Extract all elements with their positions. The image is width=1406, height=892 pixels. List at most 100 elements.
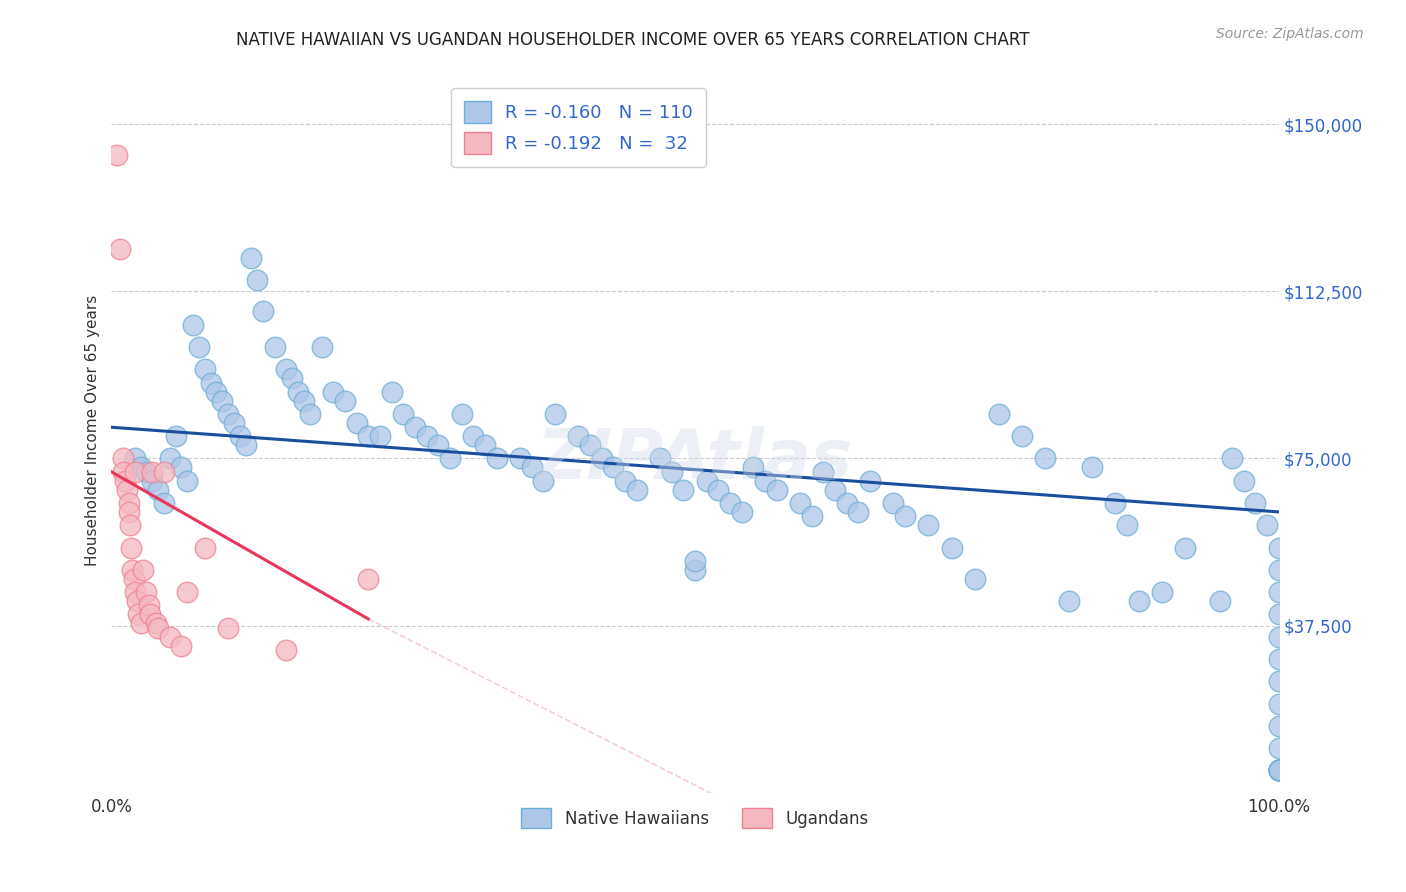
Point [696,474,718,488]
Point [1011,429,1033,443]
Point [298,407,321,421]
Point [240,251,263,265]
Y-axis label: Householder Income Over 65 years: Householder Income Over 65 years [86,295,100,566]
Point [415,429,437,443]
Point [1267,764,1289,778]
Point [194,541,217,555]
Point [614,474,637,488]
Point [1267,563,1289,577]
Point [544,407,567,421]
Point [108,242,131,256]
Point [1128,594,1150,608]
Point [742,460,765,475]
Point [122,572,145,586]
Point [217,621,239,635]
Text: Source: ZipAtlas.com: Source: ZipAtlas.com [1216,27,1364,41]
Point [1150,585,1173,599]
Point [292,393,315,408]
Point [127,594,149,608]
Point [1104,496,1126,510]
Point [181,318,204,332]
Point [357,429,380,443]
Point [567,429,589,443]
Point [1033,451,1056,466]
Point [118,505,141,519]
Point [124,451,146,466]
Point [882,496,904,510]
Point [1267,741,1289,756]
Point [718,496,741,510]
Point [531,474,554,488]
Point [1057,594,1080,608]
Point [114,474,136,488]
Point [1267,719,1289,733]
Point [263,340,285,354]
Point [427,438,450,452]
Point [661,465,683,479]
Point [813,465,835,479]
Point [153,465,176,479]
Point [1267,652,1289,666]
Point [509,451,531,466]
Point [124,465,146,479]
Point [217,407,239,421]
Point [392,407,415,421]
Point [138,599,160,613]
Point [252,304,274,318]
Point [520,460,543,475]
Point [800,509,823,524]
Point [1267,764,1289,778]
Point [1267,764,1289,778]
Point [170,639,193,653]
Point [1267,607,1289,622]
Point [1174,541,1197,555]
Point [626,483,648,497]
Point [439,451,461,466]
Point [602,460,624,475]
Point [368,429,391,443]
Point [1267,764,1289,778]
Point [859,474,882,488]
Point [141,465,163,479]
Point [1233,474,1256,488]
Point [848,505,870,519]
Point [485,451,508,466]
Point [380,384,402,399]
Point [333,393,356,408]
Point [229,429,252,443]
Point [1267,697,1289,711]
Point [120,541,142,555]
Point [672,483,695,497]
Point [474,438,496,452]
Point [222,416,245,430]
Point [235,438,257,452]
Point [1267,764,1289,778]
Point [105,148,128,162]
Point [246,273,269,287]
Point [1267,674,1289,689]
Point [287,384,309,399]
Point [115,483,138,497]
Point [165,429,187,443]
Point [200,376,222,390]
Point [987,407,1010,421]
Point [754,474,776,488]
Point [1267,630,1289,644]
Point [211,393,233,408]
Point [591,451,613,466]
Point [917,518,939,533]
Point [941,541,963,555]
Point [1220,451,1243,466]
Point [170,460,193,475]
Point [346,416,368,430]
Point [683,554,706,568]
Point [463,429,485,443]
Point [894,509,917,524]
Point [579,438,602,452]
Point [194,362,217,376]
Point [124,585,146,599]
Point [127,607,149,622]
Point [276,362,298,376]
Point [835,496,858,510]
Point [132,563,155,577]
